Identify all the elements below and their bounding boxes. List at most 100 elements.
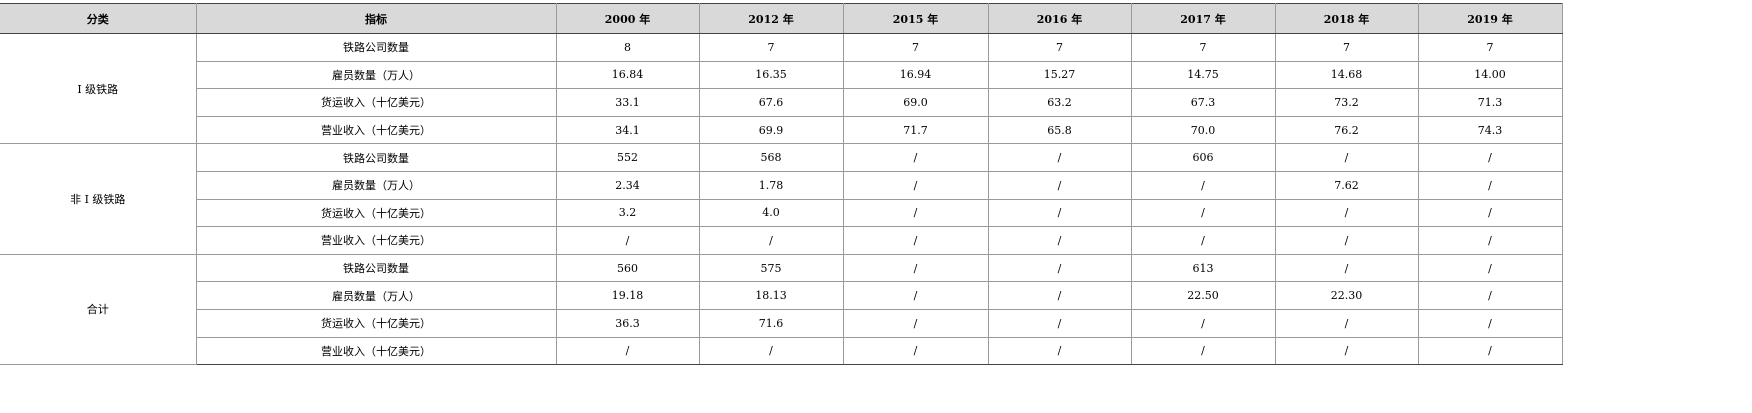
value-cell: 65.8	[987, 115, 1132, 145]
value-cell: 7	[987, 33, 1132, 62]
header-year-2018: 2018 年	[1274, 3, 1419, 34]
value-cell: /	[555, 226, 700, 255]
value-cell: /	[842, 281, 989, 310]
value-cell: /	[987, 253, 1132, 283]
value-cell: 71.3	[1417, 88, 1563, 117]
value-cell: /	[987, 226, 1132, 255]
value-cell: /	[987, 281, 1132, 310]
header-year-2016: 2016 年	[987, 3, 1132, 34]
value-cell: 69.9	[698, 115, 844, 145]
value-cell: /	[698, 336, 844, 366]
value-cell: 22.50	[1130, 281, 1276, 310]
railway-statistics-table: 分类 指标 2000 年 2012 年 2015 年 2016 年 2017 年…	[0, 3, 1563, 366]
value-cell: /	[1417, 143, 1563, 172]
header-year-2019: 2019 年	[1417, 3, 1563, 34]
value-cell: 606	[1130, 143, 1276, 172]
header-year-2012: 2012 年	[698, 3, 844, 34]
category-cell: 合计	[0, 253, 197, 366]
value-cell: /	[842, 170, 989, 200]
value-cell: 16.35	[698, 60, 844, 90]
value-cell: 36.3	[555, 308, 700, 338]
value-cell: /	[1130, 336, 1276, 366]
value-cell: /	[1417, 226, 1563, 255]
value-cell: 568	[698, 143, 844, 172]
value-cell: 76.2	[1274, 115, 1419, 145]
table-row: 货运收入（十亿美元） 33.1 67.6 69.0 63.2 67.3 73.2 71.3	[0, 88, 1563, 117]
value-cell: 575	[698, 253, 844, 283]
value-cell: 70.0	[1130, 115, 1276, 145]
value-cell: 7	[842, 33, 989, 62]
table-row: 营业收入（十亿美元） / / / / / / /	[0, 226, 1563, 255]
value-cell: /	[1274, 336, 1419, 366]
value-cell: /	[987, 336, 1132, 366]
header-year-2017: 2017 年	[1130, 3, 1276, 34]
indicator-cell: 雇员数量（万人）	[195, 170, 557, 200]
value-cell: /	[1274, 308, 1419, 338]
value-cell: 71.6	[698, 308, 844, 338]
value-cell: 7	[698, 33, 844, 62]
value-cell: /	[1274, 143, 1419, 172]
value-cell: /	[1130, 170, 1276, 200]
table-row: 合计 铁路公司数量 560 575//613//	[0, 253, 1563, 366]
value-cell: /	[842, 308, 989, 338]
indicator-cell: 营业收入（十亿美元）	[195, 336, 557, 366]
table-row: I 级铁路 铁路公司数量 8 7 7 7 7 7 7	[0, 32, 1563, 145]
category-cell: 非 I 级铁路	[0, 143, 197, 255]
indicator-cell: 货运收入（十亿美元）	[195, 308, 557, 338]
value-cell: /	[842, 336, 989, 366]
header-indicator: 指标	[195, 3, 557, 34]
value-cell: /	[987, 170, 1132, 200]
value-cell: 2.34	[555, 170, 700, 200]
value-cell: 1.78	[698, 170, 844, 200]
value-cell: 22.30	[1274, 281, 1419, 310]
value-cell: 14.68	[1274, 60, 1419, 90]
value-cell: 7	[1417, 33, 1563, 62]
value-cell: 7	[1130, 33, 1276, 62]
header-year-2015: 2015 年	[842, 3, 989, 34]
value-cell: /	[1417, 281, 1563, 310]
header-year-2000: 2000 年	[555, 3, 700, 34]
indicator-cell: 营业收入（十亿美元）	[195, 226, 557, 255]
value-cell: /	[1130, 308, 1276, 338]
value-cell: /	[842, 143, 989, 172]
value-cell: 14.00	[1417, 60, 1563, 90]
value-cell: 14.75	[1130, 60, 1276, 90]
value-cell: /	[1274, 226, 1419, 255]
value-cell: /	[842, 198, 989, 228]
value-cell: 7.62	[1274, 170, 1419, 200]
table-row: 雇员数量（万人） 16.84 16.35 16.94 15.27 14.75 14.68 14…	[0, 60, 1563, 90]
value-cell: 552	[555, 143, 700, 172]
table-row: 货运收入（十亿美元） 36.3 71.6// / / /	[0, 308, 1563, 338]
value-cell: 7	[1274, 33, 1419, 62]
value-cell: /	[842, 253, 989, 283]
indicator-cell: 货运收入（十亿美元）	[195, 198, 557, 228]
table-row: 非 I 级铁路 铁路公司数量 552 568//606//	[0, 143, 1563, 255]
table-row: 营业收入（十亿美元） / / / / / / /	[0, 336, 1563, 366]
value-cell: 67.3	[1130, 88, 1276, 117]
value-cell: /	[987, 198, 1132, 228]
value-cell: /	[555, 336, 700, 366]
category-cell: I 级铁路	[0, 32, 197, 145]
indicator-cell: 铁路公司数量	[195, 143, 557, 172]
value-cell: /	[1274, 253, 1419, 283]
value-cell: 3.2	[555, 198, 700, 228]
value-cell: 67.6	[698, 88, 844, 117]
value-cell: 73.2	[1274, 88, 1419, 117]
indicator-cell: 铁路公司数量	[195, 253, 557, 283]
value-cell: /	[1417, 198, 1563, 228]
value-cell: 34.1	[555, 115, 700, 145]
value-cell: 18.13	[698, 281, 844, 310]
indicator-cell: 雇员数量（万人）	[195, 60, 557, 90]
table-row: 雇员数量（万人） 19.18 18.13//22.50 22.30/	[0, 281, 1563, 310]
value-cell: /	[987, 308, 1132, 338]
value-cell: /	[1417, 336, 1563, 366]
value-cell: 16.84	[555, 60, 700, 90]
value-cell: 8	[555, 33, 700, 62]
header-row: 分类 指标 2000 年 2012 年 2015 年 2016 年 2017 年…	[0, 3, 1563, 34]
table-row: 货运收入（十亿美元） 3.2 4.0// / / /	[0, 198, 1563, 228]
value-cell: /	[842, 226, 989, 255]
header-category: 分类	[0, 3, 197, 34]
value-cell: 16.94	[842, 60, 989, 90]
value-cell: /	[1417, 308, 1563, 338]
table-body: I 级铁路 铁路公司数量 8 7 7 7 7 7 7 雇员数量（万人） 16.84 16.35 16.9…	[0, 32, 1563, 366]
